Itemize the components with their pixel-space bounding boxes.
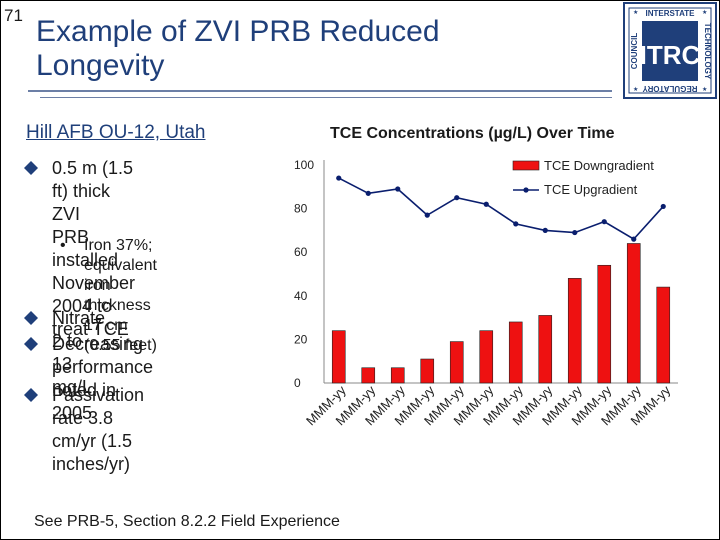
bullet-line: 0.5 m (1.5 ft) thick ZVI bbox=[52, 158, 134, 224]
legend-label-downgradient: TCE Downgradient bbox=[544, 158, 654, 173]
legend-swatch-downgradient bbox=[512, 160, 540, 171]
y-tick-label: 0 bbox=[294, 376, 301, 390]
svg-text:REGULATORY: REGULATORY bbox=[642, 84, 698, 93]
diamond-bullet-icon bbox=[24, 388, 38, 402]
slide-number: 71 bbox=[4, 6, 23, 25]
bar bbox=[420, 358, 435, 384]
bar bbox=[449, 341, 464, 384]
line-point bbox=[572, 229, 578, 236]
bar bbox=[390, 367, 405, 384]
svg-text:★: ★ bbox=[702, 9, 707, 16]
legend-marker-upgradient bbox=[523, 187, 529, 193]
svg-text:★: ★ bbox=[702, 86, 707, 93]
y-tick-labels: 0 20 40 60 80 100 bbox=[294, 158, 314, 390]
line-point bbox=[660, 203, 666, 210]
dot-bullet-icon: • bbox=[60, 237, 66, 254]
title-rule bbox=[28, 90, 612, 92]
slide-title: Example of ZVI PRB Reduced Longevity bbox=[36, 15, 440, 83]
title-line-2: Longevity bbox=[36, 49, 165, 82]
line-series bbox=[336, 175, 666, 242]
title-line-1: Example of ZVI PRB Reduced bbox=[36, 15, 440, 48]
upgradient-line bbox=[338, 177, 664, 241]
bullet-line: Nitrate 2 to 13 mg/L bbox=[52, 308, 106, 397]
line-point bbox=[542, 227, 548, 233]
y-tick-label: 60 bbox=[294, 245, 308, 259]
chart-legend: TCE Downgradient TCE Upgradient bbox=[512, 158, 654, 197]
line-point bbox=[454, 195, 460, 201]
sub-bullet-line: Iron 37%; equivalent bbox=[84, 237, 157, 274]
bar bbox=[626, 243, 641, 384]
line-point bbox=[395, 186, 401, 192]
line-point bbox=[513, 221, 519, 227]
svg-text:TECHNOLOGY: TECHNOLOGY bbox=[703, 23, 712, 80]
bar bbox=[538, 315, 553, 384]
svg-text:★: ★ bbox=[633, 9, 638, 16]
svg-text:INTERSTATE: INTERSTATE bbox=[645, 9, 695, 18]
diamond-bullet-icon bbox=[24, 337, 38, 351]
bullet-line: 2004 to treat TCE bbox=[52, 296, 129, 339]
bullet-line: cm/yr (1.5 inches/yr) bbox=[52, 431, 133, 474]
tce-chart: 0 20 40 60 80 100 MMM-yyMMM-yyMMM-yyMMM-yyMMM… bbox=[294, 158, 678, 428]
diamond-bullet-icon bbox=[24, 311, 38, 325]
line-point bbox=[483, 201, 489, 207]
bullet-line: noted in 2005 bbox=[52, 380, 117, 423]
svg-text:COUNCIL: COUNCIL bbox=[630, 33, 639, 70]
footer-reference: See PRB-5, Section 8.2.2 Field Experienc… bbox=[34, 513, 340, 530]
line-point bbox=[601, 219, 607, 225]
line-point bbox=[336, 175, 342, 181]
chart-title: TCE Concentrations (µg/L) Over Time bbox=[330, 125, 615, 142]
y-tick-label: 100 bbox=[294, 158, 314, 172]
bullet-line: Passivation rate 3.8 bbox=[52, 385, 145, 428]
bar bbox=[656, 286, 671, 384]
diamond-bullet-icon bbox=[24, 161, 38, 175]
bar bbox=[567, 278, 582, 384]
y-tick-label: 80 bbox=[294, 202, 308, 216]
bar bbox=[479, 330, 494, 384]
bar-series bbox=[331, 243, 671, 384]
line-point bbox=[424, 212, 430, 218]
site-subtitle: Hill AFB OU-12, Utah bbox=[26, 122, 206, 143]
legend-label-upgradient: TCE Upgradient bbox=[544, 182, 638, 197]
chart-axes bbox=[323, 160, 678, 384]
title-rule-thin bbox=[40, 97, 612, 98]
bar bbox=[361, 367, 376, 384]
sub-bullet-line: (0.55 feet) bbox=[84, 337, 157, 354]
itrc-logo: INTERSTATE REGULATORY COUNCIL TECHNOLOGY… bbox=[623, 2, 717, 99]
y-tick-label: 40 bbox=[294, 289, 308, 303]
x-tick-labels: MMM-yyMMM-yyMMM-yyMMM-yyMMM-yyMMM-yyMMM-… bbox=[303, 382, 674, 428]
bullet-line: Decreasing performance bbox=[52, 334, 154, 377]
bullet-line: PRB installed November bbox=[52, 227, 136, 293]
y-tick-label: 20 bbox=[294, 332, 308, 346]
line-point bbox=[365, 190, 371, 196]
svg-text:★: ★ bbox=[633, 86, 638, 93]
line-point bbox=[631, 236, 637, 242]
bar bbox=[331, 330, 346, 384]
svg-text:ITRC: ITRC bbox=[640, 40, 701, 70]
bar bbox=[508, 321, 523, 384]
sub-bullet-line: iron thickness 17 cm bbox=[84, 277, 151, 334]
bar bbox=[597, 264, 612, 384]
